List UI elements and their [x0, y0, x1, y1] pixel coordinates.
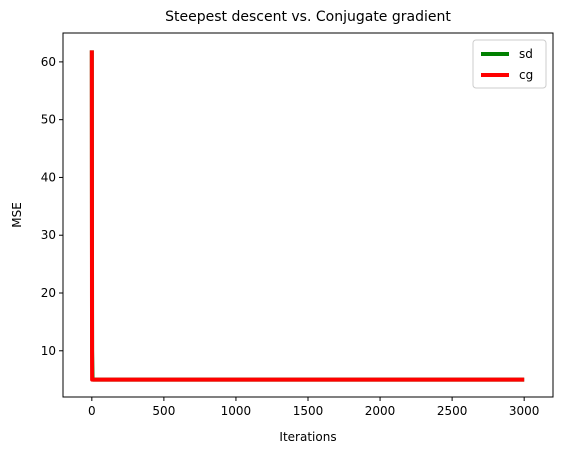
x-tick-label: 1000 — [221, 404, 252, 418]
y-tick-label: 10 — [41, 344, 56, 358]
y-tick-label: 30 — [41, 228, 56, 242]
x-tick-label: 2000 — [365, 404, 396, 418]
legend-box — [473, 40, 546, 88]
legend: sd cg — [473, 40, 546, 88]
legend-label-cg: cg — [519, 68, 533, 82]
x-tick-label: 1500 — [293, 404, 324, 418]
y-tick-label: 50 — [41, 113, 56, 127]
y-tick-label: 20 — [41, 286, 56, 300]
y-tick-label: 40 — [41, 170, 56, 184]
series-line-cg — [92, 50, 524, 379]
plot-area: 0 500 1000 1500 2000 2500 3000 10 20 30 40 50 60 sd cg — [41, 33, 553, 418]
x-tick-label: 2500 — [437, 404, 468, 418]
x-tick-label: 500 — [152, 404, 175, 418]
x-tick-label: 3000 — [509, 404, 540, 418]
x-tick-label: 0 — [88, 404, 96, 418]
chart-title: Steepest descent vs. Conjugate gradient — [165, 9, 451, 25]
series-line-sd — [92, 50, 524, 379]
x-axis-label: Iterations — [279, 430, 336, 444]
y-tick-label: 60 — [41, 55, 56, 69]
legend-label-sd: sd — [519, 47, 533, 61]
y-axis-label: MSE — [10, 202, 24, 228]
